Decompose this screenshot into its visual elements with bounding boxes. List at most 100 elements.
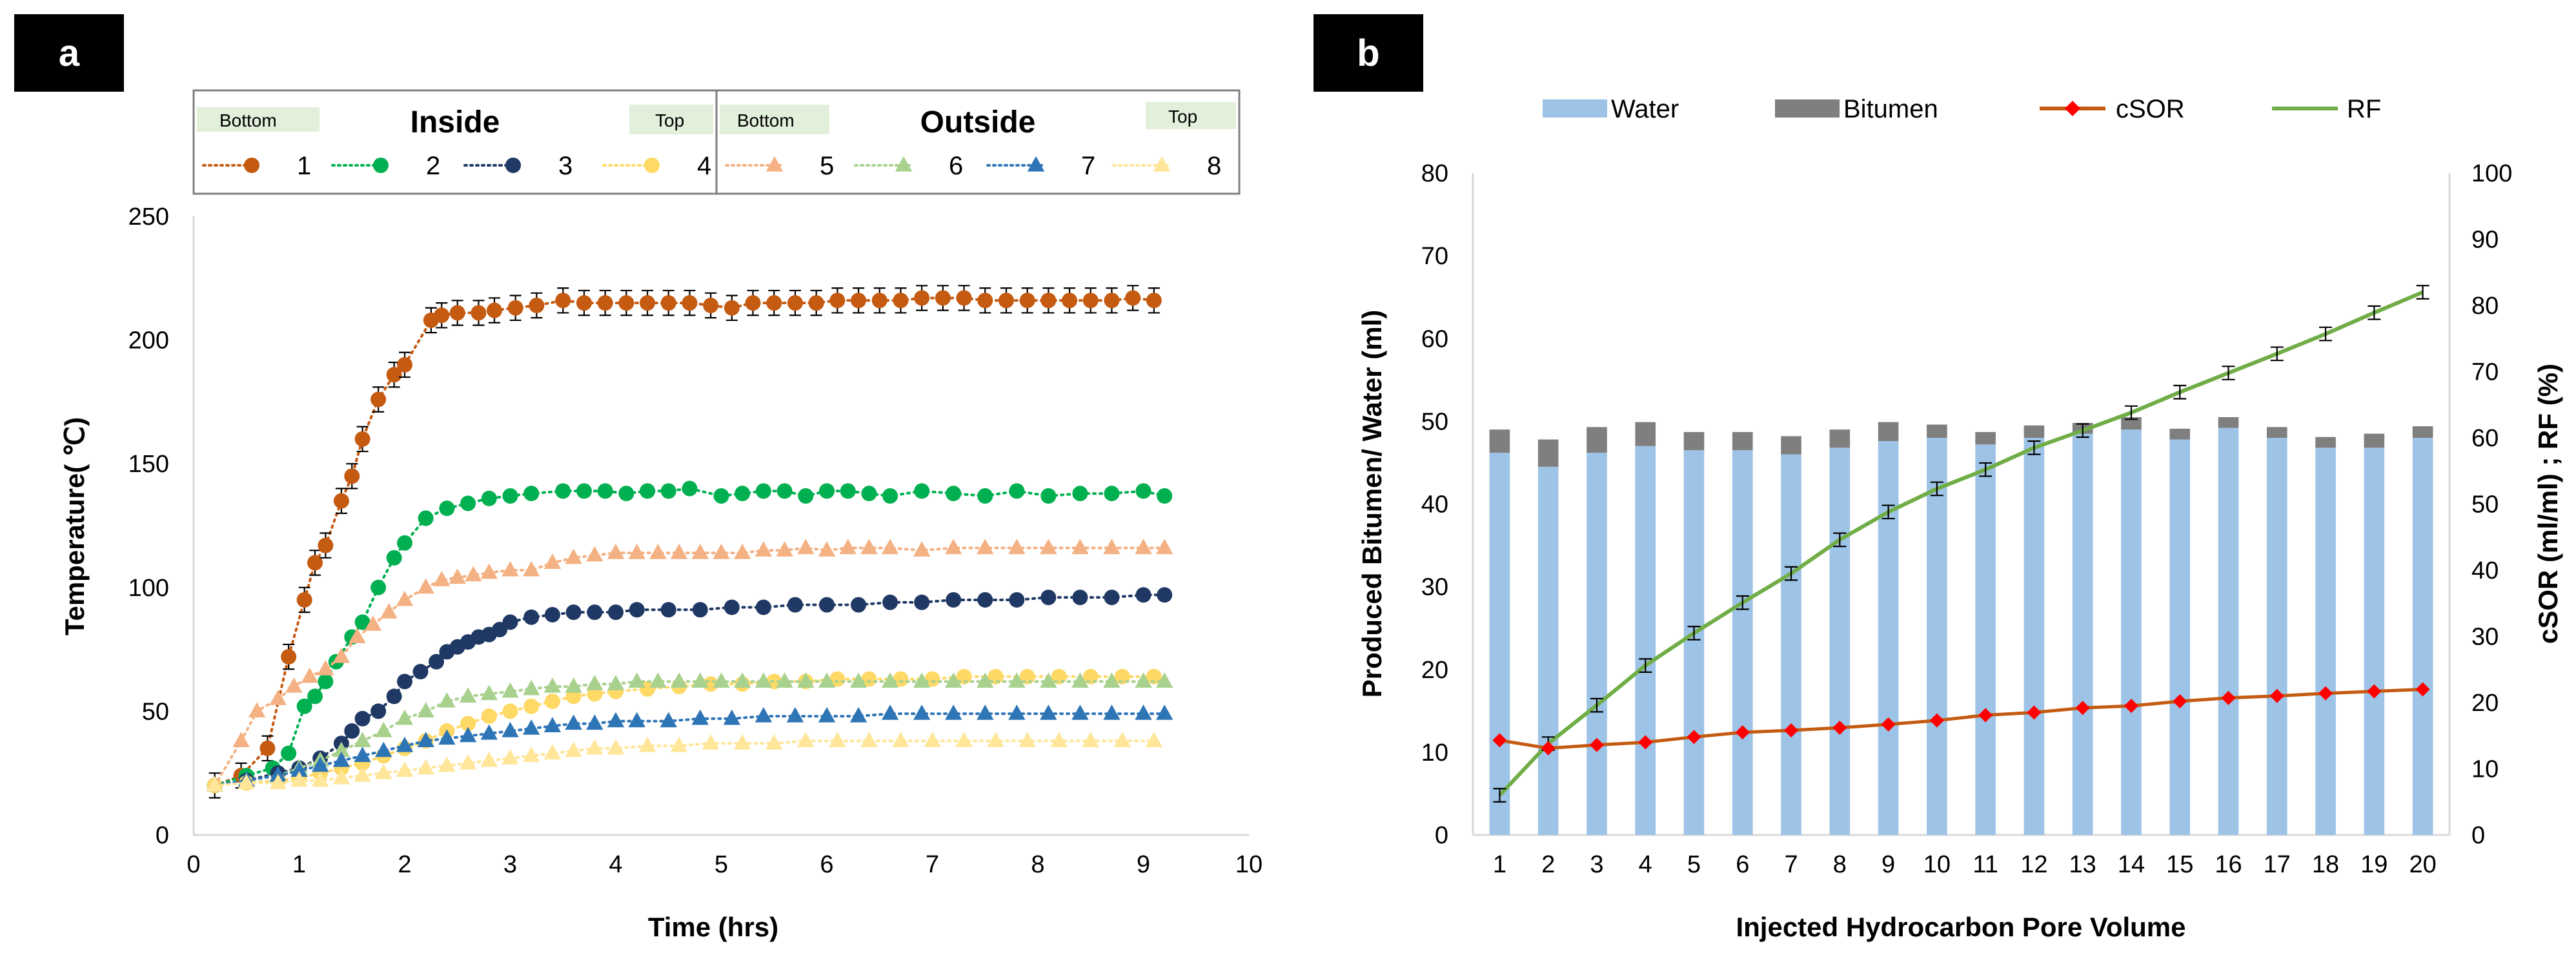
a-series-3-point-38 [1040,590,1057,606]
b-x-tick-label-12: 13 [2069,851,2096,878]
a-series-4-point-21 [703,676,719,692]
a-series-5-point-35 [881,539,899,555]
legend-a-outside-top-tag-bg [1146,102,1236,129]
a-series-3-point-7 [354,710,370,726]
a-series-2-point-28 [755,483,771,499]
a-series-2-point-15 [460,495,476,511]
a-series-2-point-17 [502,488,518,504]
a-series-2-point-42 [1135,483,1151,499]
a-y-tick-label-1: 50 [142,698,169,725]
a-series-7-point-23 [755,706,773,723]
a-series-6-point-18 [607,675,625,690]
b-series-csor-point-6 [1784,723,1799,738]
a-series-1-point-5 [307,555,323,571]
a-series-2-point-3 [281,745,297,761]
a-series-3-point-37 [1009,592,1025,608]
b-series-csor-point-5 [1735,725,1750,740]
legend-b: Water Bitumen cSOR RF [1543,95,2381,123]
a-series-5-point-43 [1135,539,1152,555]
a-series-2-point-12 [397,535,412,551]
a-series-3-point-19 [502,614,518,630]
b-bar-bitumen-16 [2266,427,2287,438]
a-series-8-point-20 [670,736,688,752]
b-series-csor-point-14 [2173,694,2187,708]
a-series-7-point-15 [543,717,562,732]
a-series-2-point-41 [1104,486,1120,502]
a-series-3-point-36 [977,592,993,608]
b-bar-water-4 [1683,450,1705,835]
a-series-5-point-31 [797,539,815,555]
b-bar-bitumen-18 [2364,433,2385,448]
a-series-7-point-4 [312,756,329,772]
a-series-5-point-6 [317,660,334,675]
b-series-rf-error-2 [1590,697,1603,713]
panel-b-label: b [1357,32,1379,74]
b-bar-water-2 [1587,453,1607,835]
b-bar-water-10 [1975,444,1996,835]
a-series-8-point-4 [312,771,329,787]
b-x-tick-label-5: 6 [1736,851,1749,878]
a-series-7-point-32 [1040,705,1057,720]
b-bar-water-1 [1537,466,1559,835]
a-series-2-point-29 [776,483,793,499]
a-series-6-point-32 [945,672,962,688]
a-series-1-point-18 [507,300,523,316]
b-series-csor-point-15 [2221,690,2236,705]
a-series-3-point-22 [565,604,582,621]
b-x-tick-label-10: 11 [1973,851,1998,878]
a-series-3-point-24 [608,604,624,621]
a-series-1-point-14 [434,307,450,324]
b-y-tick-label-6: 60 [1421,325,1448,353]
a-series-5-point-10 [380,602,398,619]
a-series-1-point-16 [471,305,487,321]
a-series-6-point-23 [713,672,730,688]
b-bar-bitumen-1 [1537,439,1559,467]
a-series-8-point-17 [586,739,603,755]
a-series-5-line [213,546,1166,787]
a-x-tick-label-5: 5 [715,851,728,878]
a-series-7-point-17 [586,714,603,730]
a-series-6-point-38 [1135,672,1152,688]
b-bar-water-0 [1489,453,1510,835]
b-x-tick-label-15: 16 [2215,851,2242,878]
a-series-7-point-19 [628,712,645,728]
a-series-6-point-34 [1008,672,1026,688]
a-series-2-point-37 [977,488,993,504]
b-series-rf-error-11 [2027,440,2041,455]
b-series-csor-point-7 [1832,720,1847,735]
b-series-rf-error-8 [1881,504,1895,520]
b-series-csor-point-18 [2367,684,2382,699]
a-series-2-point-4 [296,698,312,714]
a-series-5-point-34 [860,539,878,555]
b-bar-water-12 [2072,433,2093,835]
a-series-1-point-29 [745,295,761,311]
b-series-csor-point-4 [1687,730,1701,745]
a-series-5-point-38 [977,539,994,555]
a-series-2-point-34 [882,488,898,504]
b-bar-bitumen-19 [2412,426,2433,438]
b-bar-water-6 [1781,454,1801,835]
b-bar-bitumen-8 [1878,422,1899,442]
legend-a-item-4-label: 4 [697,152,711,180]
a-series-1-point-21 [576,295,592,311]
a-series-3-point-42 [1157,587,1173,603]
a-series-2-point-36 [946,486,962,502]
b-series-rf-error-6 [1785,566,1798,581]
legend-a-inside-title: Inside [411,105,500,139]
a-series-1-point-24 [640,295,656,311]
a-series-8-point-9 [417,759,434,775]
a-series-7-point-25 [818,706,836,723]
a-series-8-point-0 [206,776,223,792]
a-series-7-point-22 [723,709,741,725]
b-series-csor-point-8 [1881,717,1896,732]
b-x-tick-label-2: 3 [1590,851,1603,878]
a-series-8-point-1 [238,774,255,790]
b-x-tick-label-0: 1 [1493,851,1506,878]
a-series-6-point-10 [438,692,456,708]
a-y-tick-label-2: 100 [128,575,169,602]
a-series-7-point-21 [691,709,709,725]
legend-b-bitumen-label: Bitumen [1843,95,1938,123]
a-series-5-point-30 [776,541,793,557]
a-series-2-point-22 [618,486,634,502]
a-series-7-point-14 [523,719,540,735]
